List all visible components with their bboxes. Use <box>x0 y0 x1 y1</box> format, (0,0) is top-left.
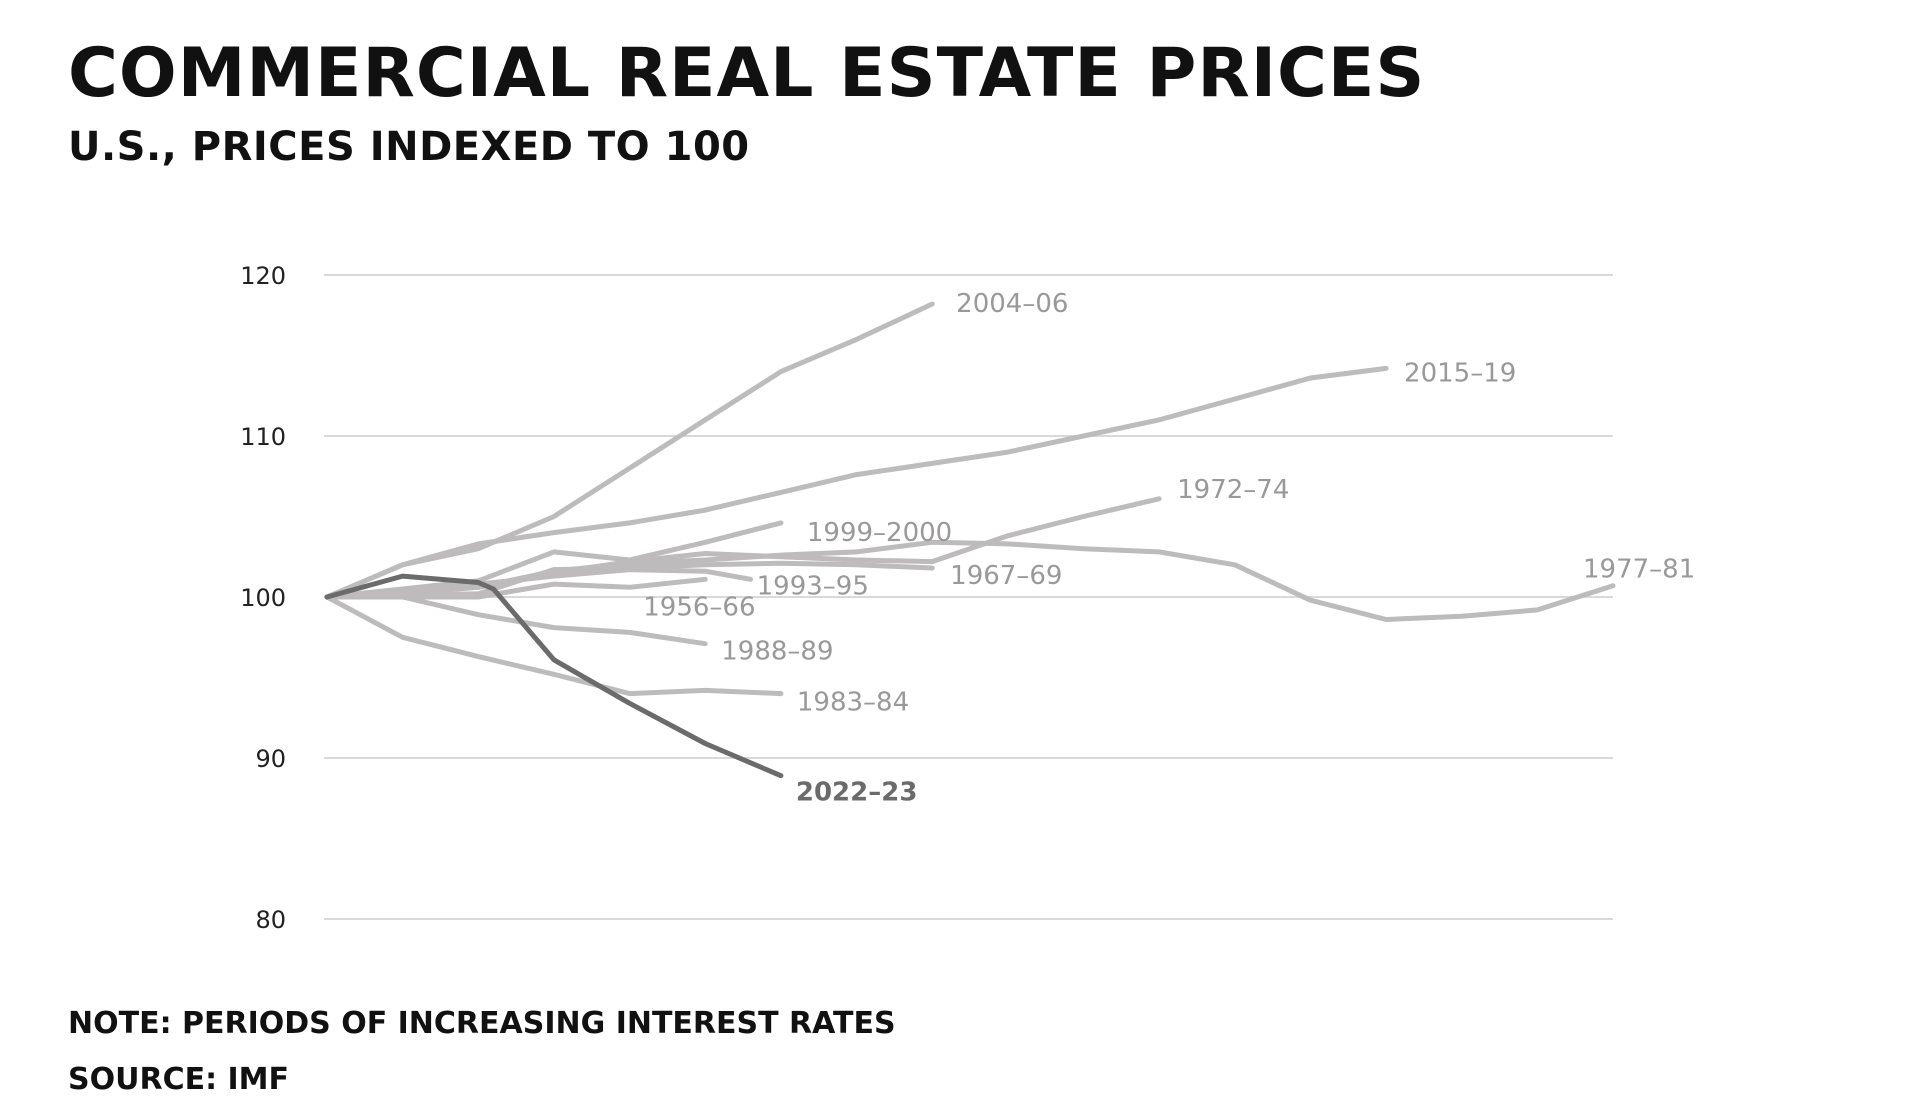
series-line-2022–23 <box>324 573 784 779</box>
series-label-1993–95: 1993–95 <box>757 571 869 601</box>
series-label-1999–2000: 1999–2000 <box>807 518 952 548</box>
series-label-1977–81: 1977–81 <box>1583 555 1695 585</box>
chart-note: NOTE: PERIODS OF INCREASING INTEREST RAT… <box>68 1006 896 1041</box>
y-axis-ticks: 80 90 100 110 120 <box>240 262 286 934</box>
chart-subtitle: U.S., PRICES INDEXED TO 100 <box>68 124 750 170</box>
series-line-1988–89 <box>324 594 708 647</box>
line-chart: 80 90 100 110 120 2004–06 2015–19 1972–74 1977–… <box>240 262 1695 934</box>
gridlines <box>324 274 1613 920</box>
y-tick-label: 120 <box>240 262 286 290</box>
chart-source: SOURCE: IMF <box>68 1062 290 1097</box>
series-label-1956–66: 1956–66 <box>643 592 755 622</box>
series-label-2022–23: 2022–23 <box>796 778 918 808</box>
series-line-1993–95 <box>324 567 754 600</box>
series-label-2004–06: 2004–06 <box>956 289 1068 319</box>
series-label-1967–69: 1967–69 <box>950 561 1062 591</box>
chart-title: COMMERCIAL REAL ESTATE PRICES <box>68 34 1426 113</box>
y-tick-label: 90 <box>255 745 286 773</box>
series-label-1988–89: 1988–89 <box>721 637 833 667</box>
y-tick-label: 100 <box>240 584 286 612</box>
series-label-1983–84: 1983–84 <box>797 688 909 718</box>
y-tick-label: 110 <box>240 423 286 451</box>
series-line-2015–19 <box>324 365 1389 600</box>
y-tick-label: 80 <box>255 906 286 934</box>
series-lines <box>324 301 1616 779</box>
series-line-1983–84 <box>324 594 784 697</box>
series-label-2015–19: 2015–19 <box>1404 358 1516 388</box>
series-labels: 2004–06 2015–19 1972–74 1977–81 1999–2000 196… <box>643 289 1695 808</box>
series-label-1972–74: 1972–74 <box>1177 475 1289 505</box>
